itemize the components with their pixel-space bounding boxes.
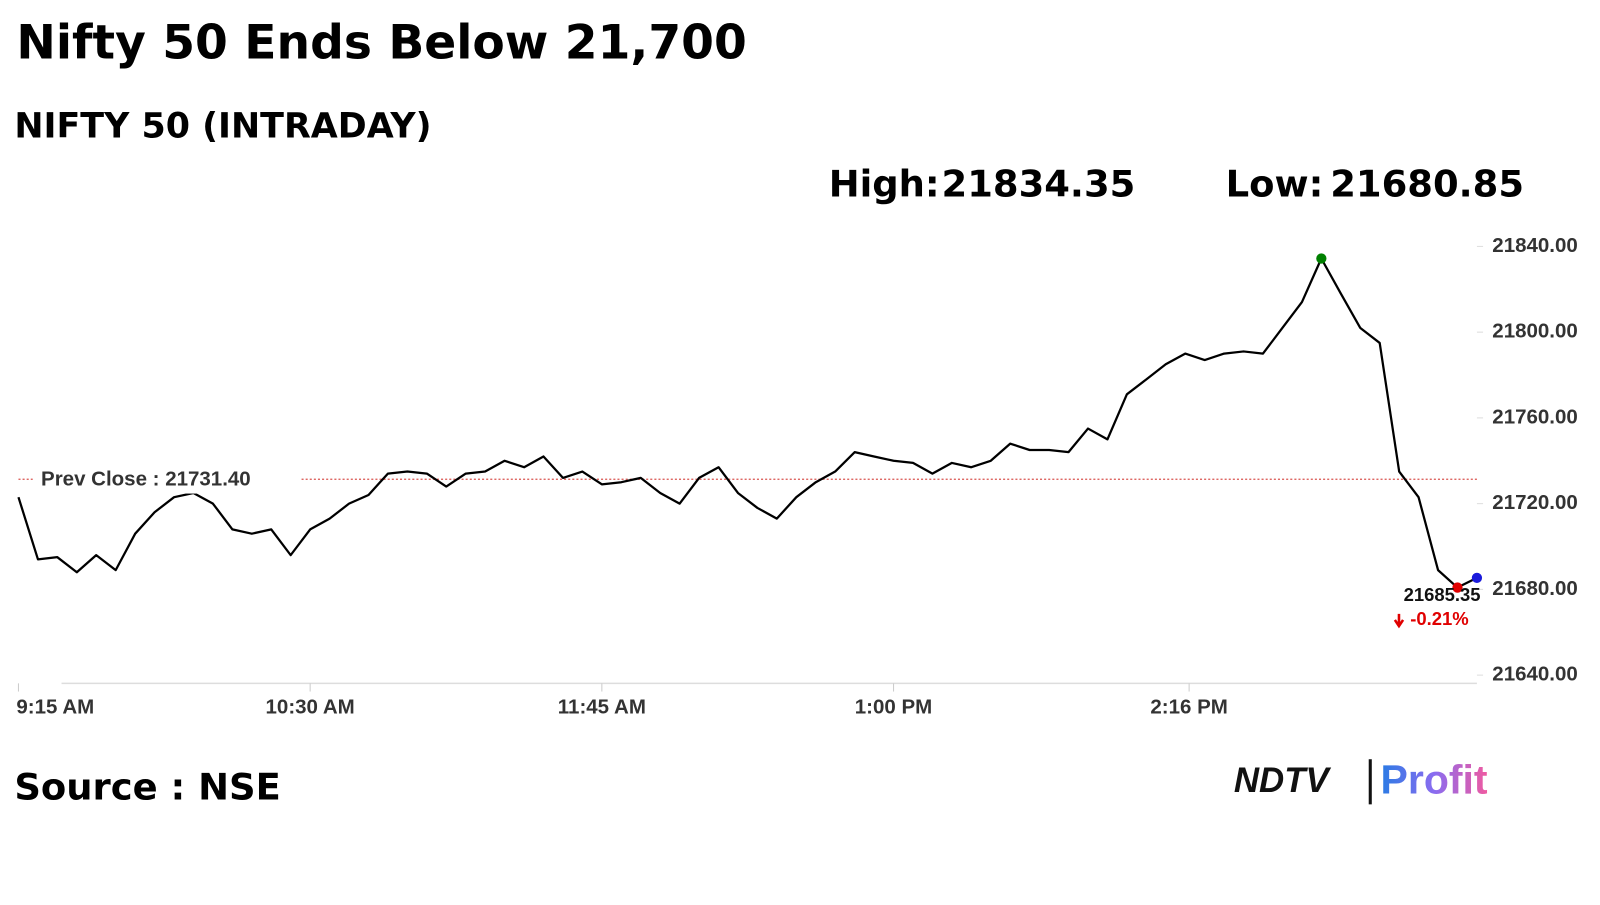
y-tick-label: 21840.00 [1492,234,1578,257]
y-tick-label: 21720.00 [1492,491,1578,514]
y-tick-label: 21680.00 [1492,577,1578,600]
price-line [17,257,1478,589]
last-value-label: 21685.35 [1404,584,1481,605]
logo-right: Profit [1381,757,1488,803]
prev-close-label-bg [32,464,302,494]
y-tick-label: 21800.00 [1492,320,1578,343]
low-label: Low: [1226,162,1324,205]
last-marker [1471,572,1483,584]
chart-subtitle: NIFTY 50 (INTRADAY) [14,106,431,146]
change-label: -0.21% [1410,608,1468,629]
y-tick-label: 21760.00 [1492,405,1578,428]
chart-title: Nifty 50 Ends Below 21,700 [16,15,746,70]
logo-left: NDTV [1234,761,1332,800]
x-tick-label: 11:45 AM [558,695,646,718]
low-value: 21680.85 [1330,162,1524,205]
change-arrow [1393,613,1405,629]
x-tick-label: 9:15 AM [16,695,94,718]
prev-close-label: Prev Close : 21731.40 [41,468,251,491]
low-marker [1452,582,1463,593]
x-tick-label: 2:16 PM [1150,695,1227,718]
y-tick-label: 21640.00 [1492,663,1578,686]
x-tick-label: 1:00 PM [855,695,932,718]
high-label: High: [829,162,940,205]
source: Source : NSE [14,765,280,808]
high-marker [1316,253,1327,264]
x-tick-label: 10:30 AM [266,695,355,718]
high-value: 21834.35 [942,162,1136,205]
